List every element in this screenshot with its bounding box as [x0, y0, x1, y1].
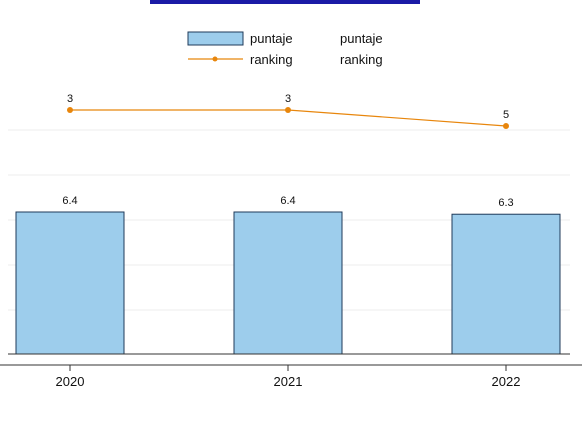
point-ranking-2022 [503, 123, 509, 129]
x-tick-label-2020: 2020 [56, 374, 85, 389]
title-fragment [150, 0, 420, 4]
bar-label-2021: 6.4 [280, 195, 295, 207]
point-ranking-2020 [67, 107, 73, 113]
x-tick-label-2021: 2021 [274, 374, 303, 389]
bar-label-2020: 6.4 [62, 195, 77, 207]
x-tick-label-2022: 2022 [492, 374, 521, 389]
point-label-2020: 3 [67, 93, 73, 105]
point-label-2022: 5 [503, 109, 509, 121]
bar-puntaje-2022 [451, 213, 561, 355]
bar-puntaje-2021 [233, 211, 343, 355]
legend-label-puntaje: puntaje [250, 31, 293, 46]
legend-marker-ranking [212, 56, 218, 62]
legend-label-puntaje-2: puntaje [340, 31, 383, 46]
legend-label-ranking-2: ranking [340, 52, 383, 67]
bar-label-2022: 6.3 [498, 197, 513, 209]
bar-puntaje-2020 [15, 211, 125, 355]
legend-swatch-puntaje [187, 31, 244, 46]
point-label-2021: 3 [285, 93, 291, 105]
legend-label-ranking: ranking [250, 52, 293, 67]
point-ranking-2021 [285, 107, 291, 113]
